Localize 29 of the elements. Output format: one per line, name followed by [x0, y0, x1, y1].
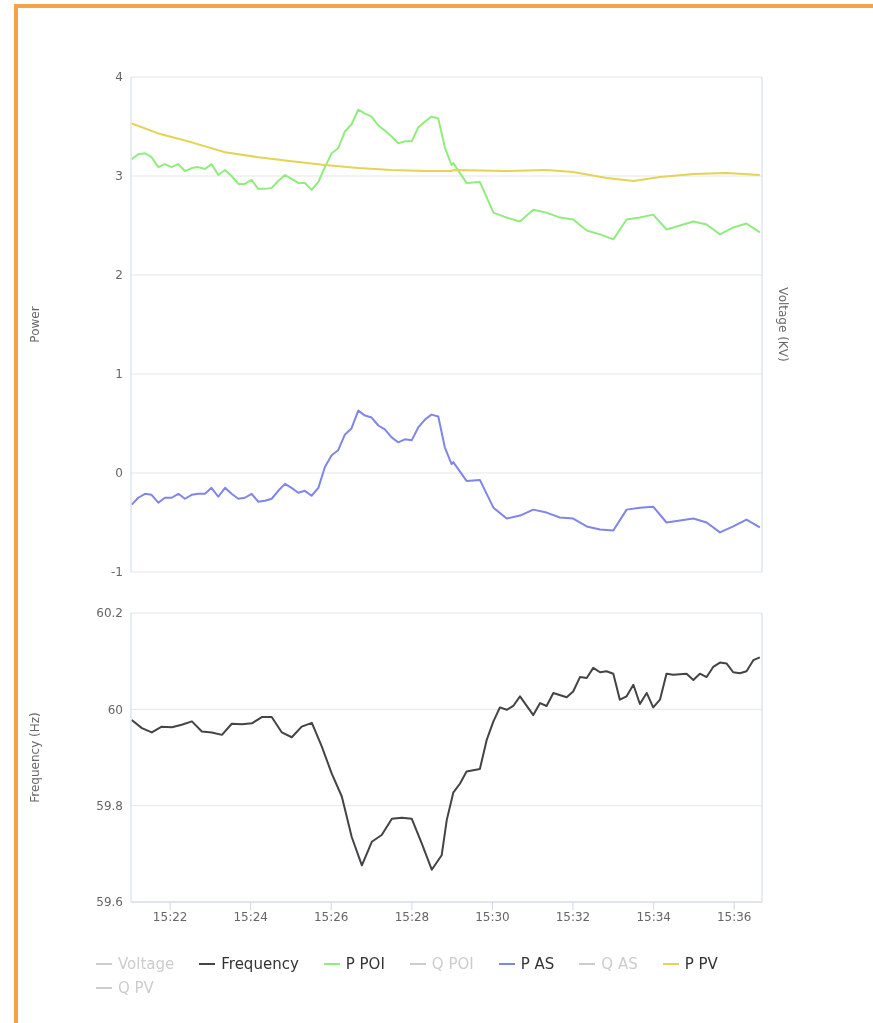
x-tick-label: 15:36	[716, 909, 752, 924]
legend-label: P PV	[684, 955, 718, 973]
y-tick-label: 60	[107, 702, 123, 717]
x-tick-label: 15:28	[394, 909, 430, 924]
y-tick-label: 59.8	[96, 798, 123, 813]
legend-label: P POI	[345, 955, 385, 973]
y-tick-label: 2	[115, 268, 123, 283]
y-axis-title: Frequency (Hz)	[28, 712, 43, 803]
line-series	[131, 122, 761, 182]
x-tick-label: 15:26	[313, 909, 349, 924]
line-series	[131, 656, 761, 871]
y-axis-title: Power	[28, 306, 43, 343]
y-tick-label: 0	[115, 466, 123, 481]
y-tick-label: 3	[115, 169, 123, 184]
y-tick-label: 59.6	[96, 895, 123, 910]
y-tick-label: 60.2	[96, 606, 123, 621]
legend-label: Frequency	[221, 955, 299, 973]
y-tick-label: -1	[111, 565, 123, 580]
x-tick-label: 15:24	[233, 909, 268, 924]
line-series	[131, 108, 761, 241]
x-tick-label: 15:22	[152, 909, 188, 924]
x-tick-label: 15:34	[636, 909, 671, 924]
legend-label: P AS	[520, 955, 555, 973]
y2-axis-title: Voltage (KV)	[775, 287, 790, 362]
x-tick-label: 15:32	[555, 909, 591, 924]
line-series	[131, 409, 761, 534]
y-tick-label: 4	[115, 70, 123, 85]
y-tick-label: 1	[115, 367, 123, 382]
x-tick-label: 15:30	[475, 909, 510, 924]
